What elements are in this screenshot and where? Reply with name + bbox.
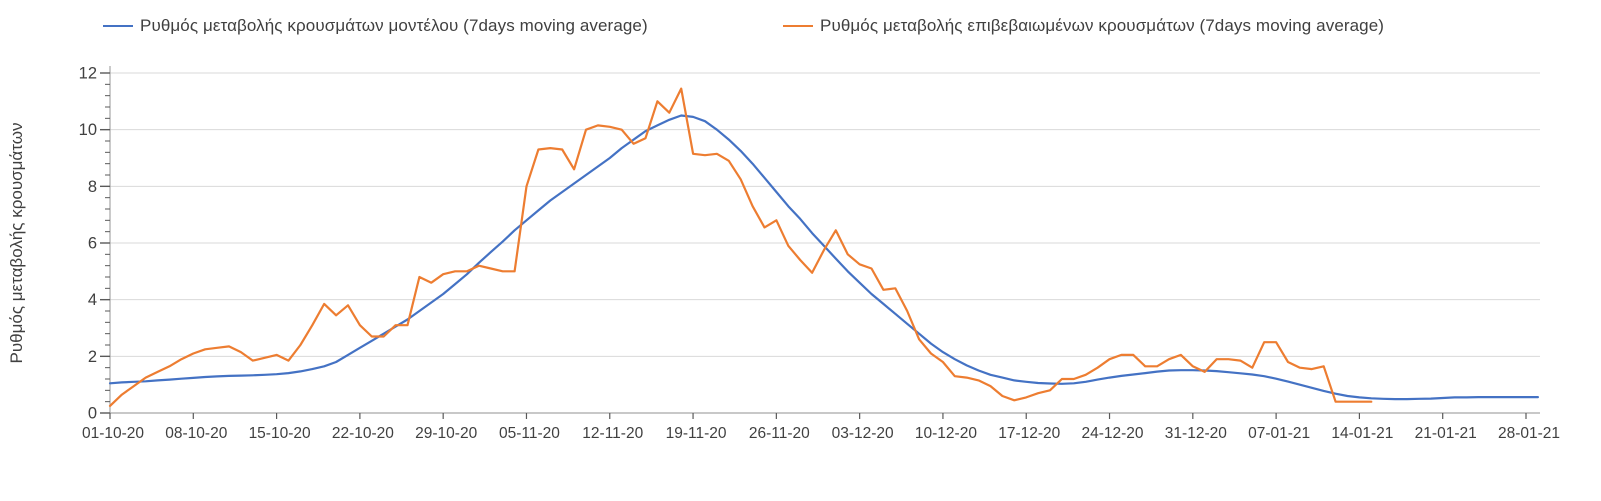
x-tick-label: 28-01-21 <box>1498 425 1560 442</box>
legend-label-model: Ρυθμός μεταβολής κρουσμάτων μοντέλου (7d… <box>140 16 648 35</box>
chart-legend: Ρυθμός μεταβολής κρουσμάτων μοντέλου (7d… <box>0 16 1601 42</box>
x-tick-label: 17-12-20 <box>998 425 1060 442</box>
y-tick-label: 10 <box>79 121 97 139</box>
x-tick-label: 01-10-20 <box>82 425 144 442</box>
x-tick-label: 07-01-21 <box>1248 425 1310 442</box>
y-tick-label: 6 <box>88 235 97 253</box>
x-tick-label: 26-11-20 <box>749 425 810 442</box>
x-tick-label: 19-11-20 <box>666 425 727 442</box>
x-tick-label: 14-01-21 <box>1331 425 1393 442</box>
x-tick-label: 21-01-21 <box>1415 425 1477 442</box>
x-tick-label: 10-12-20 <box>915 425 977 442</box>
confirmed-series-line <box>108 87 1373 407</box>
x-tick-label: 29-10-20 <box>415 425 477 442</box>
x-tick-label: 24-12-20 <box>1082 425 1144 442</box>
x-tick-label: 31-12-20 <box>1165 425 1227 442</box>
x-tick-label: 15-10-20 <box>249 425 311 442</box>
x-tick-label: 12-11-20 <box>582 425 643 442</box>
y-tick-label: 4 <box>88 291 97 309</box>
legend-item-confirmed: Ρυθμός μεταβολής επιβεβαιωμένων κρουσμάτ… <box>783 16 1384 36</box>
x-tick-label: 08-10-20 <box>165 425 227 442</box>
y-axis-title: Ρυθμός μεταβολής κρουσμάτων <box>7 123 26 364</box>
legend-label-confirmed: Ρυθμός μεταβολής επιβεβαιωμένων κρουσμάτ… <box>820 16 1385 35</box>
legend-item-model: Ρυθμός μεταβολής κρουσμάτων μοντέλου (7d… <box>103 16 648 36</box>
confirmed-series-swatch-icon <box>783 24 813 28</box>
x-tick-label: 22-10-20 <box>332 425 394 442</box>
x-tick-label: 03-12-20 <box>832 425 894 442</box>
y-tick-label: 2 <box>88 348 97 366</box>
y-tick-label: 8 <box>88 178 97 196</box>
y-tick-label: 0 <box>88 405 97 423</box>
x-tick-label: 05-11-20 <box>499 425 560 442</box>
model-series-swatch-icon <box>103 24 133 28</box>
model-series-line <box>108 114 1540 401</box>
y-tick-label: 12 <box>79 65 97 83</box>
